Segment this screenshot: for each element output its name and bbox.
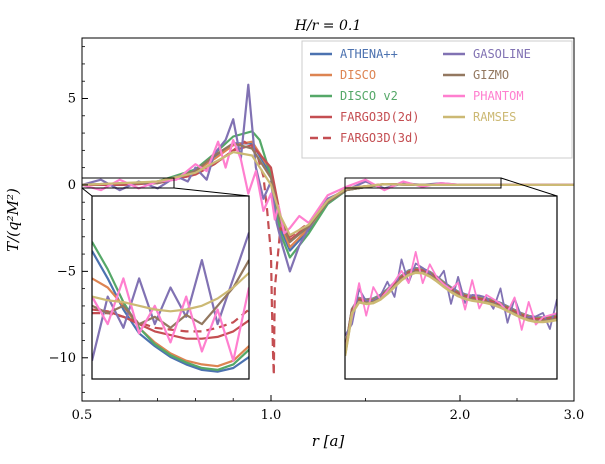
- x-tick-label: 1.0: [261, 408, 282, 423]
- legend-label: GASOLINE: [473, 47, 531, 61]
- zoom-source-box-left: [81, 177, 175, 189]
- zoom-source-box-right: [344, 177, 502, 189]
- zoom-connector: [81, 187, 93, 197]
- legend-label: ATHENA++: [340, 47, 398, 61]
- series-line-ramses: [82, 151, 574, 237]
- inset-left-frame: [91, 195, 250, 380]
- inset-left-line: [92, 277, 249, 368]
- chart-title: H/r = 0.1: [294, 18, 362, 34]
- zoom-connector: [173, 187, 250, 197]
- x-tick-label: 3.0: [564, 408, 585, 423]
- inset-left-line: [92, 232, 249, 361]
- x-tick-label: 0.5: [72, 408, 93, 423]
- inset-left-line: [92, 272, 249, 313]
- y-tick-label: 5: [68, 92, 76, 107]
- legend-label: PHANTOM: [473, 89, 524, 103]
- inset-right-frame: [344, 195, 558, 380]
- zoom-indicators: [81, 177, 558, 197]
- series-line-fargo3d-3d-: [82, 140, 574, 377]
- main-plot-area: [82, 83, 574, 377]
- legend-box: [301, 40, 573, 159]
- inset-right-line: [345, 271, 557, 357]
- legend: ATHENA++ DISCO DISCO v2 FARGO3D(2d) FARGO3D(…: [301, 40, 573, 159]
- y-tick-label: 0: [68, 178, 76, 193]
- inset-left-line: [92, 277, 249, 362]
- legend-label: FARGO3D(3d): [340, 131, 419, 145]
- y-tick-label: −10: [49, 351, 76, 366]
- axis-ticks: 0.5 1.0 2.0 3.0 −10 −5 0 5: [49, 46, 585, 423]
- y-tick-label: −5: [57, 264, 76, 279]
- legend-label: DISCO v2: [340, 89, 398, 103]
- legend-label: DISCO: [340, 68, 376, 82]
- inset-left-plot: [92, 232, 249, 373]
- inset-left-line: [92, 259, 249, 329]
- inset-right-plot: [345, 250, 557, 357]
- y-axis-label: T/(q²M²): [4, 188, 22, 252]
- x-axis-label: r [a]: [312, 432, 345, 450]
- x-tick-label: 2.0: [450, 408, 471, 423]
- zoom-connector: [500, 177, 558, 197]
- legend-label: RAMSES: [473, 110, 516, 124]
- legend-label: FARGO3D(2d): [340, 110, 419, 124]
- legend-label: GIZMO: [473, 68, 509, 82]
